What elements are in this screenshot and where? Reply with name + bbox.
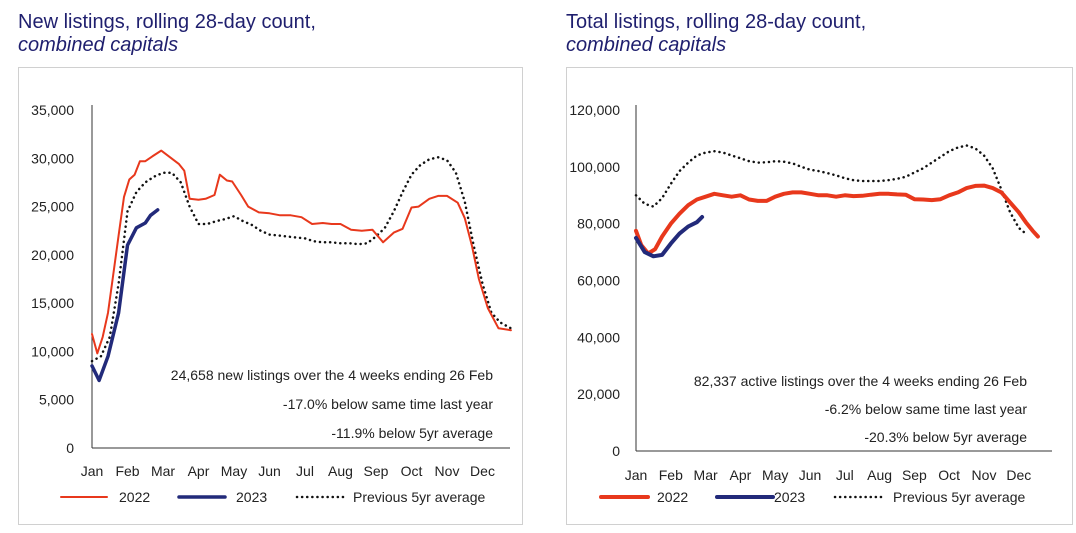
series-line-2022 (91, 149, 512, 355)
new-listings-chart: 35,000 30,000 25,000 20,000 15,000 10,000 5,00… (31, 102, 513, 505)
annotation-text: -11.9% below 5yr average (331, 425, 493, 441)
y-tick-label: 0 (66, 440, 74, 456)
x-tick-label: May (762, 467, 788, 483)
x-tick-label: Dec (1006, 467, 1031, 483)
x-tick-label: Aug (328, 463, 353, 479)
legend-label: 2023 (774, 489, 805, 505)
left-chart-title-line2: combined capitals (18, 34, 179, 56)
x-tick-label: May (221, 463, 247, 479)
left-chart-title: New listings, rolling 28-day count, comb… (18, 11, 316, 57)
x-tick-label: Jun (258, 463, 281, 479)
x-tick-label: Mar (151, 463, 175, 479)
legend-label: Previous 5yr average (893, 489, 1026, 505)
annotation-text: -17.0% below same time last year (283, 396, 493, 412)
x-tick-label: Nov (972, 467, 997, 483)
legend-label: 2023 (236, 489, 267, 505)
annotation-text: 82,337 active listings over the 4 weeks … (694, 373, 1027, 389)
y-tick-label: 15,000 (31, 295, 74, 311)
right-chart-title-line2: combined capitals (566, 34, 727, 56)
series-line-previous-5yr-average (90, 156, 513, 363)
total-listings-chart: 120,000100,00080,00060,00040,00020,0000J… (569, 102, 1052, 505)
x-tick-label: Feb (659, 467, 683, 483)
legend-label: Previous 5yr average (353, 489, 486, 505)
legend-label: 2022 (657, 489, 688, 505)
y-tick-label: 5,000 (39, 392, 74, 408)
x-tick-label: Nov (435, 463, 460, 479)
y-tick-label: 20,000 (31, 247, 74, 263)
x-tick-label: Dec (470, 463, 495, 479)
x-tick-label: Jun (799, 467, 822, 483)
y-tick-label: 120,000 (569, 102, 620, 118)
x-tick-label: Sep (364, 463, 389, 479)
y-tick-label: 25,000 (31, 199, 74, 215)
x-tick-label: Apr (730, 467, 752, 483)
x-tick-label: Jul (836, 467, 854, 483)
x-tick-label: Mar (694, 467, 718, 483)
y-tick-label: 35,000 (31, 102, 74, 118)
annotation-text: 24,658 new listings over the 4 weeks end… (171, 367, 493, 383)
right-chart-title-line1: Total listings, rolling 28-day count, (566, 11, 867, 33)
left-chart-title-line1: New listings, rolling 28-day count, (18, 11, 316, 33)
y-tick-label: 100,000 (569, 159, 620, 175)
series-line-2023 (634, 215, 705, 259)
x-tick-label: Feb (115, 463, 139, 479)
y-tick-label: 40,000 (577, 329, 620, 345)
series-line-2022 (634, 183, 1040, 256)
x-tick-label: Apr (188, 463, 210, 479)
series-line-2023 (90, 208, 160, 383)
total-listings-chart-panel: 120,000 100,000 80,000 60,000 40,000 20,000 0 J… (566, 67, 1073, 525)
y-tick-label: 80,000 (577, 216, 620, 232)
y-tick-label: 20,000 (577, 386, 620, 402)
x-tick-label: Jul (296, 463, 314, 479)
y-tick-label: 10,000 (31, 343, 74, 359)
y-tick-label: 0 (612, 443, 620, 459)
y-tick-label: 60,000 (577, 273, 620, 289)
annotation-text: -20.3% below 5yr average (864, 429, 1027, 445)
y-tick-label: 30,000 (31, 150, 74, 166)
x-tick-label: Oct (401, 463, 423, 479)
annotation-text: -6.2% below same time last year (825, 401, 1028, 417)
legend-label: 2022 (119, 489, 150, 505)
series-line-previous-5yr-average (634, 144, 1029, 237)
x-tick-label: Aug (867, 467, 892, 483)
x-tick-label: Jan (81, 463, 104, 479)
right-chart-title: Total listings, rolling 28-day count, co… (566, 11, 866, 57)
x-tick-label: Sep (902, 467, 927, 483)
x-tick-label: Oct (938, 467, 960, 483)
new-listings-chart-panel: 35,000 30,000 25,000 20,000 15,000 10,000 5,00… (18, 67, 523, 525)
x-tick-label: Jan (625, 467, 648, 483)
